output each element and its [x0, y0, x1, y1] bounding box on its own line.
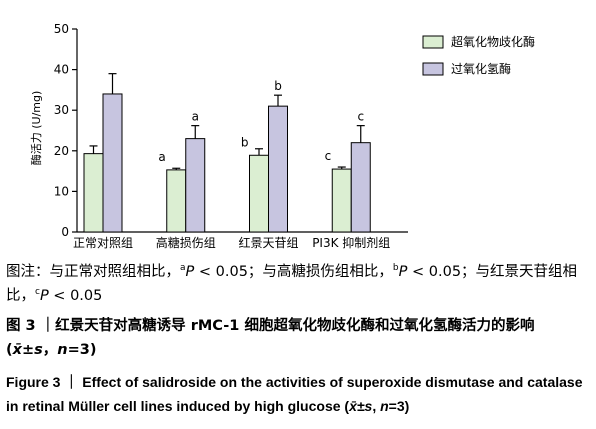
- y-tick-label: 30: [54, 103, 69, 117]
- note-a-superscript: a: [180, 263, 186, 274]
- y-tick-label: 50: [54, 22, 69, 36]
- note-c-text: < 0.05: [48, 288, 103, 304]
- en-title-stat: x̄±s: [349, 398, 373, 414]
- bar: [83, 153, 104, 233]
- figure-note: 图注：与正常对照组相比，aP < 0.05；与高糖损伤组相比，bP < 0.05…: [6, 260, 590, 308]
- bar: [331, 168, 352, 233]
- cn-title-end: =3): [67, 342, 97, 358]
- significance-label: b: [274, 79, 282, 93]
- cn-title-main: 图 3 ｜红景天苷对高糖诱导 rMC-1 细胞超氧化物歧化酶和过氧化氢酶活力的影…: [6, 318, 535, 358]
- en-title-main: Figure 3 ｜ Effect of salidroside on the …: [6, 374, 583, 414]
- note-b-p: P: [398, 264, 408, 280]
- x-category-label: PI3K 抑制剂组: [312, 235, 390, 250]
- x-category-label: 红景天苷组: [238, 235, 298, 250]
- note-c-p: P: [39, 288, 49, 304]
- cn-title-stat: x̄±s: [12, 342, 43, 358]
- plot-area: 0 10 20 30 40 50 正常对照组 a a 高糖损伤组 b b 红景天苷组 c c PI3K 抑制剂…: [54, 22, 408, 250]
- legend-swatch-sod: [422, 35, 444, 49]
- note-b-text: < 0.05；与红景天苷组相比，: [6, 264, 578, 304]
- y-axis-label: 酶活力 (U/mg): [30, 91, 43, 166]
- y-tick-label: 40: [54, 63, 69, 77]
- y-tick-label: 10: [54, 184, 69, 198]
- legend-label-sod: 超氧化物歧化酶: [451, 34, 535, 49]
- chinese-figure-title: 图 3 ｜红景天苷对高糖诱导 rMC-1 细胞超氧化物歧化酶和过氧化氢酶活力的影…: [6, 314, 590, 362]
- significance-label: c: [357, 110, 364, 124]
- y-tick-label: 0: [61, 225, 69, 239]
- bar: [249, 154, 269, 233]
- significance-label: a: [192, 110, 199, 124]
- bar-chart: 0 10 20 30 40 50 正常对照组 a a 高糖损伤组 b b 红景天苷组 c c PI3K 抑制剂…: [30, 22, 535, 250]
- en-title-n: n: [380, 398, 389, 414]
- english-figure-title: Figure 3 ｜ Effect of salidroside on the …: [6, 370, 590, 418]
- cn-title-n: n: [57, 342, 68, 358]
- legend: 超氧化物歧化酶 过氧化氢酶: [422, 34, 535, 76]
- y-tick-label: 20: [54, 144, 69, 158]
- note-a-text: < 0.05；与高糖损伤组相比，: [194, 264, 393, 280]
- legend-label-cat: 过氧化氢酶: [451, 61, 511, 76]
- note-c-superscript: c: [35, 287, 40, 298]
- significance-label: a: [158, 150, 165, 164]
- bar: [102, 93, 123, 233]
- en-title-sep: ,: [372, 398, 381, 414]
- significance-label: c: [325, 149, 332, 163]
- bar: [185, 138, 206, 233]
- legend-swatch-cat: [422, 62, 444, 76]
- note-b-superscript: b: [392, 263, 399, 274]
- significance-label: b: [241, 135, 249, 149]
- note-prefix: 图注：与正常对照组相比，: [6, 264, 180, 280]
- bar: [350, 142, 371, 233]
- bar: [166, 169, 187, 233]
- en-title-end: =3): [388, 398, 410, 414]
- cn-title-sep: ，: [42, 342, 58, 358]
- bar: [268, 105, 288, 233]
- x-category-label: 高糖损伤组: [156, 235, 216, 250]
- note-a-p: P: [185, 264, 195, 280]
- x-category-label: 正常对照组: [73, 236, 133, 250]
